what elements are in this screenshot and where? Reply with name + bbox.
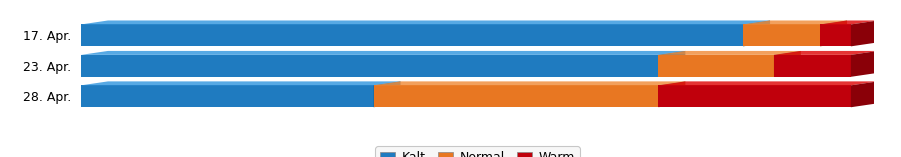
Polygon shape: [374, 81, 401, 107]
Polygon shape: [774, 51, 878, 55]
Polygon shape: [374, 81, 686, 85]
Bar: [81, 55, 659, 77]
Bar: [81, 24, 743, 46]
Bar: [743, 24, 820, 46]
Legend: Kalt, Normal, Warm: Kalt, Normal, Warm: [376, 146, 579, 157]
Polygon shape: [659, 51, 686, 77]
Polygon shape: [659, 81, 686, 107]
Polygon shape: [659, 81, 878, 85]
Bar: [374, 85, 659, 107]
Polygon shape: [81, 51, 686, 55]
Polygon shape: [851, 51, 878, 77]
Polygon shape: [851, 20, 878, 46]
Polygon shape: [743, 20, 770, 46]
Polygon shape: [659, 51, 801, 55]
Polygon shape: [774, 51, 801, 77]
Bar: [774, 55, 851, 77]
Polygon shape: [743, 20, 847, 24]
Bar: [81, 85, 374, 107]
Bar: [820, 24, 851, 46]
Polygon shape: [81, 20, 770, 24]
Bar: [659, 55, 774, 77]
Polygon shape: [81, 81, 401, 85]
Bar: [659, 85, 851, 107]
Polygon shape: [820, 20, 878, 24]
Polygon shape: [851, 81, 878, 107]
Polygon shape: [820, 20, 847, 46]
